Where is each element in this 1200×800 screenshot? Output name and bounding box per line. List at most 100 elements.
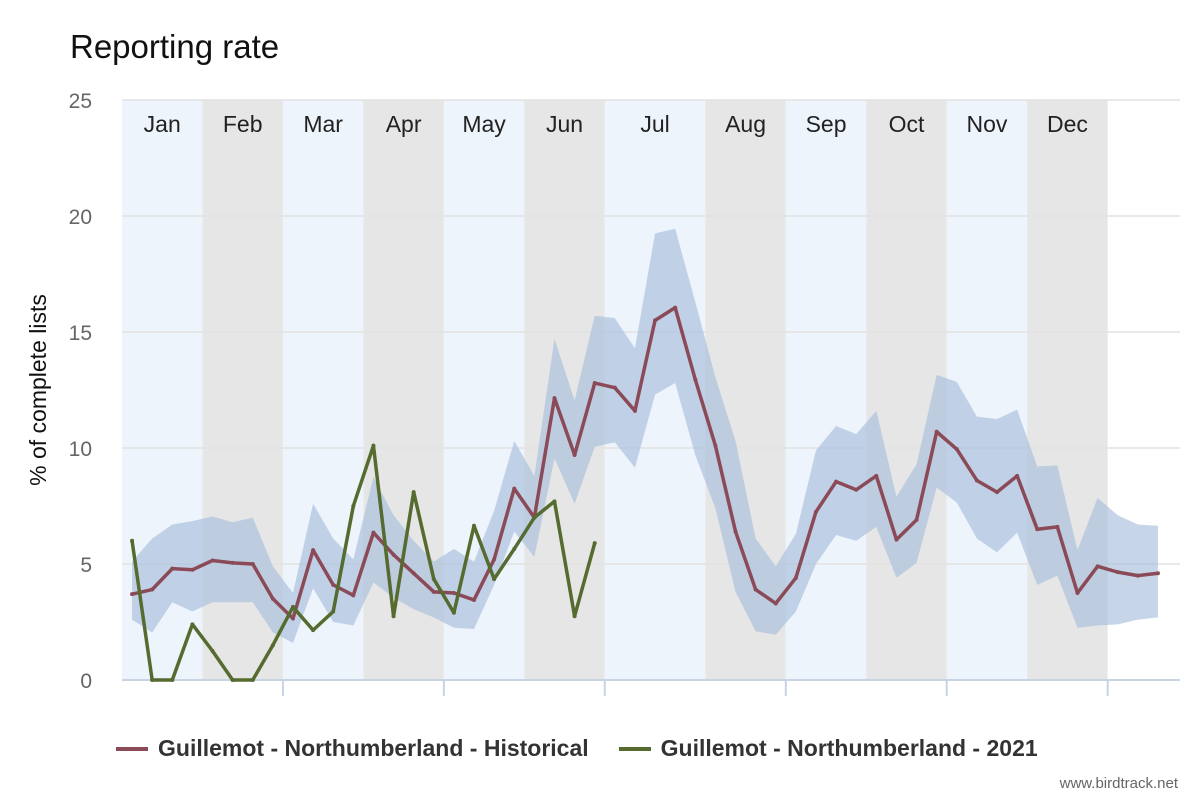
data-point-historical[interactable] [210,558,215,563]
data-point-historical[interactable] [653,318,658,323]
data-point-2021[interactable] [592,541,597,546]
data-point-2021[interactable] [311,628,316,633]
data-point-historical[interactable] [894,537,899,542]
data-point-2021[interactable] [190,622,195,627]
data-point-2021[interactable] [451,610,456,615]
legend-item-2021[interactable]: Guillemot - Northumberland - 2021 [618,735,1038,762]
data-point-2021[interactable] [512,546,517,551]
data-point-2021[interactable] [351,504,356,508]
series-line-historical[interactable] [131,305,1159,621]
data-point-historical[interactable] [512,486,517,491]
data-point-historical[interactable] [311,548,316,553]
month-label-apr: Apr [386,111,422,137]
data-point-historical[interactable] [612,385,617,390]
data-point-historical[interactable] [914,517,919,522]
data-point-historical[interactable] [874,473,879,478]
data-point-2021[interactable] [371,443,376,448]
legend-swatch-2021 [618,746,651,751]
data-point-2021[interactable] [150,678,155,682]
month-label-oct: Oct [889,111,925,137]
data-point-2021[interactable] [230,678,235,682]
data-point-historical[interactable] [431,589,436,594]
data-point-historical[interactable] [753,587,758,592]
data-point-2021[interactable] [411,490,416,495]
data-point-historical[interactable] [150,587,155,592]
data-point-historical[interactable] [713,443,718,448]
month-label-dec: Dec [1047,111,1088,137]
data-point-historical[interactable] [733,529,738,534]
data-point-historical[interactable] [632,408,637,413]
data-point-historical[interactable] [592,381,597,386]
data-point-historical[interactable] [854,487,859,492]
data-point-historical[interactable] [1035,527,1040,532]
data-point-historical[interactable] [472,597,477,602]
data-point-historical[interactable] [230,560,235,565]
data-point-historical[interactable] [954,447,959,452]
data-point-historical[interactable] [351,593,356,598]
data-point-historical[interactable] [552,396,557,401]
data-point-2021[interactable] [572,614,577,619]
data-point-historical[interactable] [693,377,698,382]
legend: Guillemot - Northumberland - Historical … [116,735,1068,762]
data-point-historical[interactable] [1055,524,1060,529]
y-tick-label-0: 0 [80,670,92,693]
data-point-2021[interactable] [170,678,175,682]
data-point-historical[interactable] [1155,571,1160,576]
data-point-historical[interactable] [492,557,497,562]
month-label-jul: Jul [640,111,669,137]
y-tick-label-5: 5 [80,554,92,577]
data-point-historical[interactable] [371,530,376,535]
legend-swatch-historical [116,746,148,751]
data-point-2021[interactable] [431,577,436,582]
data-point-historical[interactable] [451,591,456,595]
data-point-2021[interactable] [270,643,275,648]
data-point-historical[interactable] [773,601,778,606]
data-point-historical[interactable] [1075,591,1080,595]
data-point-historical[interactable] [270,596,275,601]
series-line-2021[interactable] [130,443,597,682]
data-point-historical[interactable] [813,509,818,514]
y-tick-label-15: 15 [69,322,92,345]
data-point-historical[interactable] [673,305,678,310]
month-label-aug: Aug [725,111,766,137]
legend-item-historical[interactable]: Guillemot - Northumberland - Historical [116,735,589,762]
data-point-historical[interactable] [934,429,939,434]
data-point-historical[interactable] [834,479,839,484]
legend-label-2021: Guillemot - Northumberland - 2021 [660,735,1038,761]
data-point-historical[interactable] [250,562,255,566]
month-label-may: May [462,111,506,137]
data-point-historical[interactable] [1095,564,1100,569]
credit-link[interactable]: www.birdtrack.net [1059,775,1178,792]
month-label-jun: Jun [546,111,583,137]
month-label-nov: Nov [967,111,1008,137]
data-point-2021[interactable] [391,614,396,619]
data-point-historical[interactable] [1015,473,1020,478]
data-point-2021[interactable] [290,604,295,609]
data-point-historical[interactable] [974,478,979,483]
data-point-historical[interactable] [331,582,336,587]
data-point-2021[interactable] [552,499,557,504]
data-point-2021[interactable] [492,577,497,582]
data-point-historical[interactable] [411,571,416,576]
data-point-2021[interactable] [331,609,336,614]
month-label-sep: Sep [806,111,847,137]
data-point-historical[interactable] [391,552,396,557]
data-point-2021[interactable] [250,678,255,682]
data-point-historical[interactable] [170,566,175,571]
data-point-historical[interactable] [1115,570,1120,575]
data-point-2021[interactable] [472,523,477,528]
data-point-historical[interactable] [572,452,577,457]
data-point-historical[interactable] [1135,573,1140,578]
y-tick-label-10: 10 [69,438,92,461]
data-point-historical[interactable] [793,575,798,580]
data-point-2021[interactable] [130,538,135,543]
data-point-historical[interactable] [130,592,135,597]
month-label-feb: Feb [223,111,263,137]
confidence-band-historical [132,228,1158,643]
data-point-2021[interactable] [532,515,537,520]
data-point-2021[interactable] [210,649,215,653]
data-point-historical[interactable] [190,567,195,572]
data-point-historical[interactable] [290,616,295,621]
data-point-historical[interactable] [995,490,1000,495]
